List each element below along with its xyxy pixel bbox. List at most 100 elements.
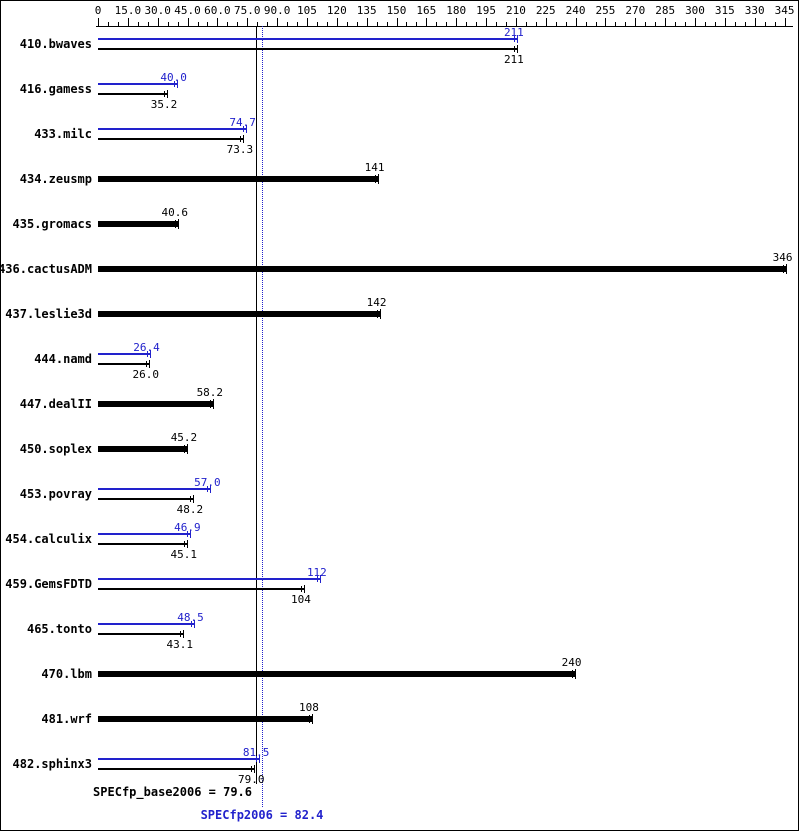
x-axis-minor-tick (645, 22, 646, 26)
base-value-label: 26.0 (132, 368, 159, 381)
base-value-label: 45.1 (170, 548, 197, 561)
base-run-tick (179, 631, 181, 637)
base-run-tick (311, 714, 313, 724)
x-axis-minor-tick (436, 22, 437, 26)
benchmark-label: 482.sphinx3 (12, 757, 92, 771)
x-axis-minor-tick (496, 22, 497, 26)
x-axis-tick-label: 330 (744, 4, 765, 17)
benchmark-label: 434.zeusmp (19, 172, 92, 186)
base-value-label: 141 (364, 161, 385, 174)
benchmark-label: 450.soplex (19, 442, 92, 456)
x-axis-major-tick (128, 18, 129, 26)
base-run-tick (164, 91, 166, 97)
x-axis-major-tick (367, 18, 368, 26)
base-run-tick (377, 174, 379, 184)
base-bar (98, 671, 576, 677)
base-value-label: 73.3 (226, 143, 254, 156)
x-axis-tick-label: 240 (565, 4, 586, 17)
x-axis-tick-label: 60.0 (204, 4, 231, 17)
benchmark-label: 454.calculix (5, 532, 92, 546)
base-run-tick (785, 264, 787, 274)
base-value-label: 43.1 (166, 638, 194, 651)
base-value-label: 108 (298, 701, 319, 714)
base-run-tick (374, 175, 376, 183)
x-axis-tick-label: 300 (685, 4, 705, 17)
x-axis-minor-tick (655, 22, 656, 26)
x-axis-major-tick (725, 18, 726, 26)
base-run-tick (167, 90, 169, 98)
base-mean-label: SPECfp_base2006 = 79.6 (93, 785, 252, 799)
base-run-tick (513, 46, 515, 52)
x-axis-minor-tick (476, 22, 477, 26)
x-axis-major-tick (426, 18, 427, 26)
benchmark-label: 435.gromacs (12, 217, 92, 231)
peak-bar (98, 578, 321, 580)
base-bar (98, 543, 188, 545)
base-run-tick (174, 220, 176, 228)
peak-bar (98, 83, 178, 85)
x-axis-tick-label: 15.0 (114, 4, 142, 17)
x-axis-minor-tick (446, 22, 447, 26)
x-axis-minor-tick (198, 22, 199, 26)
base-bar (98, 633, 184, 635)
x-axis-major-tick (635, 18, 636, 26)
base-value-label: 211 (503, 53, 524, 66)
peak-mean-label: SPECfp2006 = 82.4 (200, 808, 324, 822)
x-axis-minor-tick (267, 22, 268, 26)
base-run-tick (308, 715, 310, 723)
x-axis-minor-tick (287, 22, 288, 26)
benchmark-label: 481.wrf (41, 712, 92, 726)
base-run-tick (571, 670, 573, 678)
peak-value-label: 46.9 (174, 521, 201, 534)
base-bar (98, 446, 188, 452)
base-value-label: 104 (291, 593, 311, 606)
benchmark-label: 436.cactusADM (0, 262, 92, 276)
peak-run-tick (245, 125, 247, 133)
base-value-label: 35.2 (150, 98, 178, 111)
peak-run-tick (319, 575, 321, 583)
x-axis-minor-tick (317, 22, 318, 26)
benchmark-label: 444.namd (34, 352, 92, 366)
peak-bar (98, 533, 192, 535)
x-axis-major-tick (785, 18, 786, 26)
x-axis-major-tick (665, 18, 666, 26)
x-axis-minor-tick (775, 22, 776, 26)
x-axis-minor-tick (108, 22, 109, 26)
x-axis-major-tick (98, 18, 99, 26)
base-value-label: 48.2 (176, 503, 204, 516)
x-axis-major-tick (217, 18, 218, 26)
x-axis-minor-tick (506, 22, 507, 26)
x-axis-tick-label: 225 (535, 4, 556, 17)
x-axis-minor-tick (207, 22, 208, 26)
base-run-tick (189, 496, 191, 502)
x-axis-minor-tick (138, 22, 139, 26)
x-axis-minor-tick (257, 22, 258, 26)
peak-run-tick (516, 35, 518, 43)
x-axis-minor-tick (615, 22, 616, 26)
x-axis-minor-tick (735, 22, 736, 26)
x-axis-major-tick (247, 18, 248, 26)
peak-run-tick (190, 621, 192, 627)
peak-run-tick (149, 350, 151, 358)
x-axis-minor-tick (168, 22, 169, 26)
x-axis-minor-tick (178, 22, 179, 26)
x-axis-tick-label: 195 (476, 4, 496, 17)
peak-bar (98, 623, 195, 625)
x-axis-minor-tick (596, 22, 597, 26)
x-axis-minor-tick (118, 22, 119, 26)
benchmark-label: 416.gamess (19, 82, 92, 96)
base-run-tick (182, 630, 184, 638)
base-bar (98, 221, 179, 227)
x-axis-major-tick (546, 18, 547, 26)
base-value-label: 142 (366, 296, 387, 309)
x-axis-minor-tick (586, 22, 587, 26)
base-run-tick (209, 400, 211, 408)
x-axis-minor-tick (237, 22, 238, 26)
peak-run-tick (259, 755, 261, 763)
x-axis-minor-tick (536, 22, 537, 26)
x-axis-tick-label: 30.0 (144, 4, 171, 17)
x-axis-major-tick (755, 18, 756, 26)
x-axis-tick-label: 180 (446, 4, 467, 17)
peak-run-tick (193, 620, 195, 628)
base-run-tick (186, 540, 188, 548)
